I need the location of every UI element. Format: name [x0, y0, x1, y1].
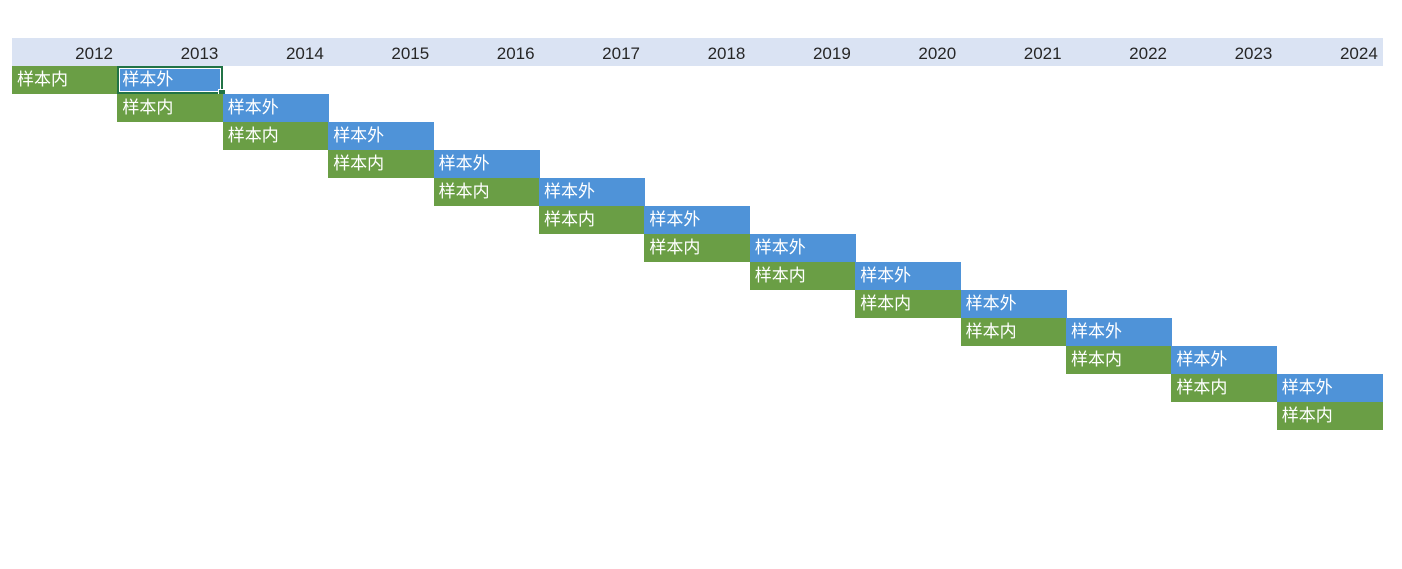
- in-sample-cell[interactable]: 样本内: [855, 290, 962, 318]
- in-sample-cell[interactable]: 样本内: [117, 94, 224, 122]
- year-label-2014[interactable]: 2014: [285, 44, 324, 63]
- out-sample-cell[interactable]: 样本外: [855, 262, 962, 290]
- year-label-2021[interactable]: 2021: [1023, 44, 1062, 63]
- out-sample-cell[interactable]: 样本外: [328, 122, 435, 150]
- in-sample-cell[interactable]: 样本内: [539, 206, 645, 234]
- in-sample-cell[interactable]: 样本内: [960, 318, 1067, 346]
- out-sample-cell-selected[interactable]: 样本外: [117, 66, 224, 94]
- out-sample-cell[interactable]: 样本外: [644, 206, 751, 234]
- in-sample-cell[interactable]: 样本内: [433, 178, 540, 206]
- year-label-2024[interactable]: 2024: [1339, 44, 1378, 63]
- year-label-2017[interactable]: 2017: [602, 44, 640, 63]
- in-sample-cell[interactable]: 样本内: [1276, 402, 1383, 430]
- year-label-2022[interactable]: 2022: [1129, 44, 1167, 63]
- year-header-band: [12, 38, 1383, 66]
- year-label-2018[interactable]: 2018: [707, 44, 746, 63]
- year-label-2020[interactable]: 2020: [918, 44, 957, 63]
- in-sample-cell[interactable]: 样本内: [222, 122, 329, 150]
- out-sample-cell[interactable]: 样本外: [749, 234, 856, 262]
- in-sample-cell[interactable]: 样本内: [1171, 374, 1278, 402]
- year-label-2023[interactable]: 2023: [1234, 44, 1273, 63]
- year-label-2013[interactable]: 2013: [180, 44, 219, 63]
- in-sample-cell[interactable]: 样本内: [749, 262, 856, 290]
- out-sample-cell[interactable]: 样本外: [433, 150, 540, 178]
- in-sample-cell[interactable]: 样本内: [644, 234, 751, 262]
- out-sample-cell[interactable]: 样本外: [222, 94, 329, 122]
- out-sample-cell[interactable]: 样本外: [1276, 374, 1383, 402]
- year-label-2019[interactable]: 2019: [812, 44, 851, 63]
- out-sample-cell[interactable]: 样本外: [1066, 318, 1172, 346]
- in-sample-cell[interactable]: 样本内: [12, 66, 118, 94]
- out-sample-cell[interactable]: 样本外: [960, 290, 1067, 318]
- year-label-2016[interactable]: 2016: [496, 44, 535, 63]
- in-sample-cell[interactable]: 样本内: [328, 150, 435, 178]
- out-sample-cell[interactable]: 样本外: [1171, 346, 1278, 374]
- out-sample-cell[interactable]: 样本外: [539, 178, 645, 206]
- year-label-2015[interactable]: 2015: [391, 44, 430, 63]
- in-sample-cell[interactable]: 样本内: [1066, 346, 1172, 374]
- year-label-2012[interactable]: 2012: [75, 44, 113, 63]
